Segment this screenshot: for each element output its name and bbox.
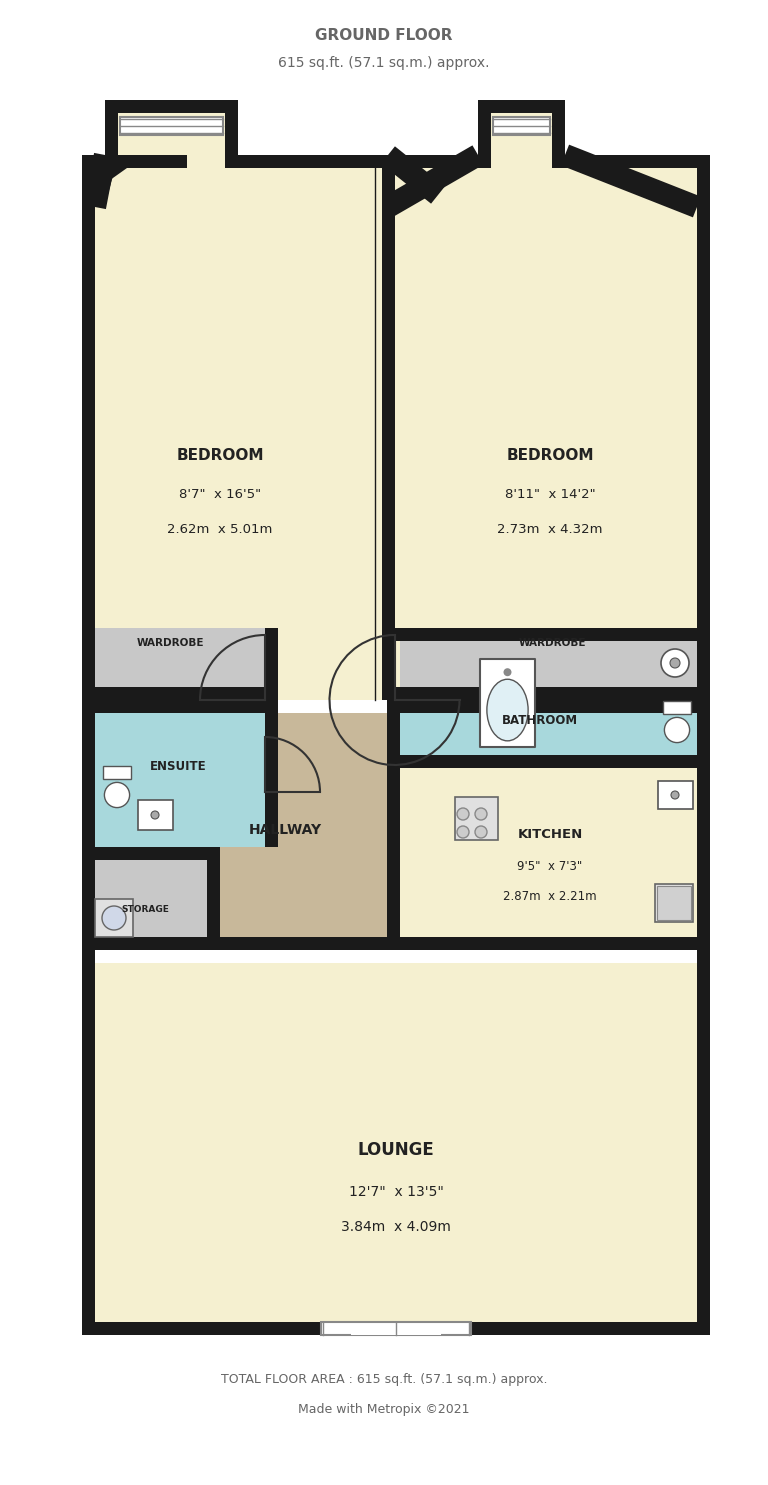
Bar bbox=[82, 846, 220, 860]
Bar bbox=[82, 937, 710, 950]
Bar bbox=[95, 846, 220, 950]
Circle shape bbox=[457, 808, 469, 820]
Bar bbox=[491, 113, 552, 154]
Circle shape bbox=[457, 826, 469, 838]
Bar bbox=[387, 688, 400, 950]
Circle shape bbox=[151, 811, 159, 820]
Bar bbox=[400, 628, 697, 699]
Bar bbox=[225, 99, 238, 168]
Circle shape bbox=[475, 808, 487, 820]
Ellipse shape bbox=[664, 717, 690, 742]
Bar bbox=[118, 113, 225, 154]
Bar bbox=[238, 154, 388, 168]
Bar bbox=[82, 937, 95, 1335]
Text: TOTAL FLOOR AREA : 615 sq.ft. (57.1 sq.m.) approx.: TOTAL FLOOR AREA : 615 sq.ft. (57.1 sq.m… bbox=[220, 1374, 548, 1387]
Bar bbox=[697, 937, 710, 1335]
Bar bbox=[657, 887, 691, 921]
Bar bbox=[265, 628, 278, 699]
Bar bbox=[657, 781, 693, 809]
Ellipse shape bbox=[487, 679, 528, 741]
Text: HALLWAY: HALLWAY bbox=[248, 823, 322, 838]
Bar bbox=[82, 154, 187, 168]
Text: 8'7"  x 16'5": 8'7" x 16'5" bbox=[179, 489, 261, 502]
Bar bbox=[105, 99, 238, 113]
Text: BEDROOM: BEDROOM bbox=[176, 447, 263, 462]
Bar bbox=[82, 688, 278, 699]
Bar bbox=[95, 699, 278, 846]
Circle shape bbox=[102, 906, 126, 930]
Bar bbox=[382, 154, 395, 699]
Bar bbox=[387, 699, 710, 713]
Bar bbox=[400, 754, 697, 937]
Bar bbox=[455, 797, 498, 841]
Bar bbox=[387, 628, 710, 642]
Bar bbox=[82, 699, 278, 713]
Text: LOUNGE: LOUNGE bbox=[358, 1140, 435, 1158]
Bar bbox=[493, 117, 550, 135]
Bar bbox=[388, 154, 697, 699]
Text: KITCHEN: KITCHEN bbox=[518, 829, 583, 842]
Bar bbox=[95, 962, 697, 1322]
Bar bbox=[137, 800, 173, 830]
Bar bbox=[382, 154, 395, 699]
Bar bbox=[663, 701, 691, 714]
Bar bbox=[82, 688, 95, 950]
Text: GROUND FLOOR: GROUND FLOOR bbox=[315, 28, 453, 43]
Circle shape bbox=[670, 658, 680, 668]
Bar bbox=[321, 1322, 471, 1335]
Bar bbox=[387, 688, 710, 699]
Circle shape bbox=[504, 668, 511, 676]
Bar bbox=[103, 766, 131, 778]
Polygon shape bbox=[82, 168, 127, 200]
Bar bbox=[480, 659, 535, 747]
Bar bbox=[95, 898, 133, 937]
Bar bbox=[387, 688, 710, 699]
Text: 2.87m  x 2.21m: 2.87m x 2.21m bbox=[503, 891, 597, 903]
Bar bbox=[697, 688, 710, 950]
Text: ENSUITE: ENSUITE bbox=[150, 760, 207, 774]
Text: Made with Metropix ©2021: Made with Metropix ©2021 bbox=[298, 1403, 470, 1417]
Bar bbox=[565, 154, 710, 168]
Text: 9'5"  x 7'3": 9'5" x 7'3" bbox=[518, 860, 583, 873]
Text: STORAGE: STORAGE bbox=[121, 906, 169, 915]
Bar bbox=[655, 884, 693, 922]
Ellipse shape bbox=[104, 783, 130, 808]
Bar bbox=[95, 628, 278, 699]
Text: BATHROOM: BATHROOM bbox=[502, 713, 578, 726]
Bar bbox=[478, 99, 491, 168]
Text: 8'11"  x 14'2": 8'11" x 14'2" bbox=[505, 489, 595, 502]
Circle shape bbox=[661, 649, 689, 677]
Circle shape bbox=[475, 826, 487, 838]
Bar bbox=[82, 154, 95, 699]
Bar bbox=[95, 713, 697, 950]
Bar bbox=[82, 1322, 710, 1335]
Bar bbox=[120, 117, 223, 135]
Bar bbox=[552, 99, 565, 168]
Bar bbox=[697, 154, 710, 699]
Bar bbox=[400, 699, 697, 754]
Bar bbox=[95, 154, 388, 699]
Text: 2.62m  x 5.01m: 2.62m x 5.01m bbox=[167, 524, 273, 536]
Bar bbox=[388, 154, 478, 168]
Bar bbox=[207, 846, 220, 950]
Text: BEDROOM: BEDROOM bbox=[506, 447, 594, 462]
Bar bbox=[351, 1329, 441, 1335]
Bar bbox=[105, 99, 118, 168]
Circle shape bbox=[671, 792, 679, 799]
Text: 3.84m  x 4.09m: 3.84m x 4.09m bbox=[341, 1221, 451, 1234]
Bar bbox=[387, 754, 710, 768]
Text: 2.73m  x 4.32m: 2.73m x 4.32m bbox=[497, 524, 603, 536]
Text: WARDROBE: WARDROBE bbox=[518, 639, 586, 647]
Bar bbox=[265, 688, 278, 846]
Text: 12'7"  x 13'5": 12'7" x 13'5" bbox=[349, 1185, 443, 1198]
Text: WARDROBE: WARDROBE bbox=[136, 639, 204, 647]
Bar bbox=[478, 99, 565, 113]
Text: 615 sq.ft. (57.1 sq.m.) approx.: 615 sq.ft. (57.1 sq.m.) approx. bbox=[278, 56, 490, 70]
Bar bbox=[82, 688, 278, 699]
